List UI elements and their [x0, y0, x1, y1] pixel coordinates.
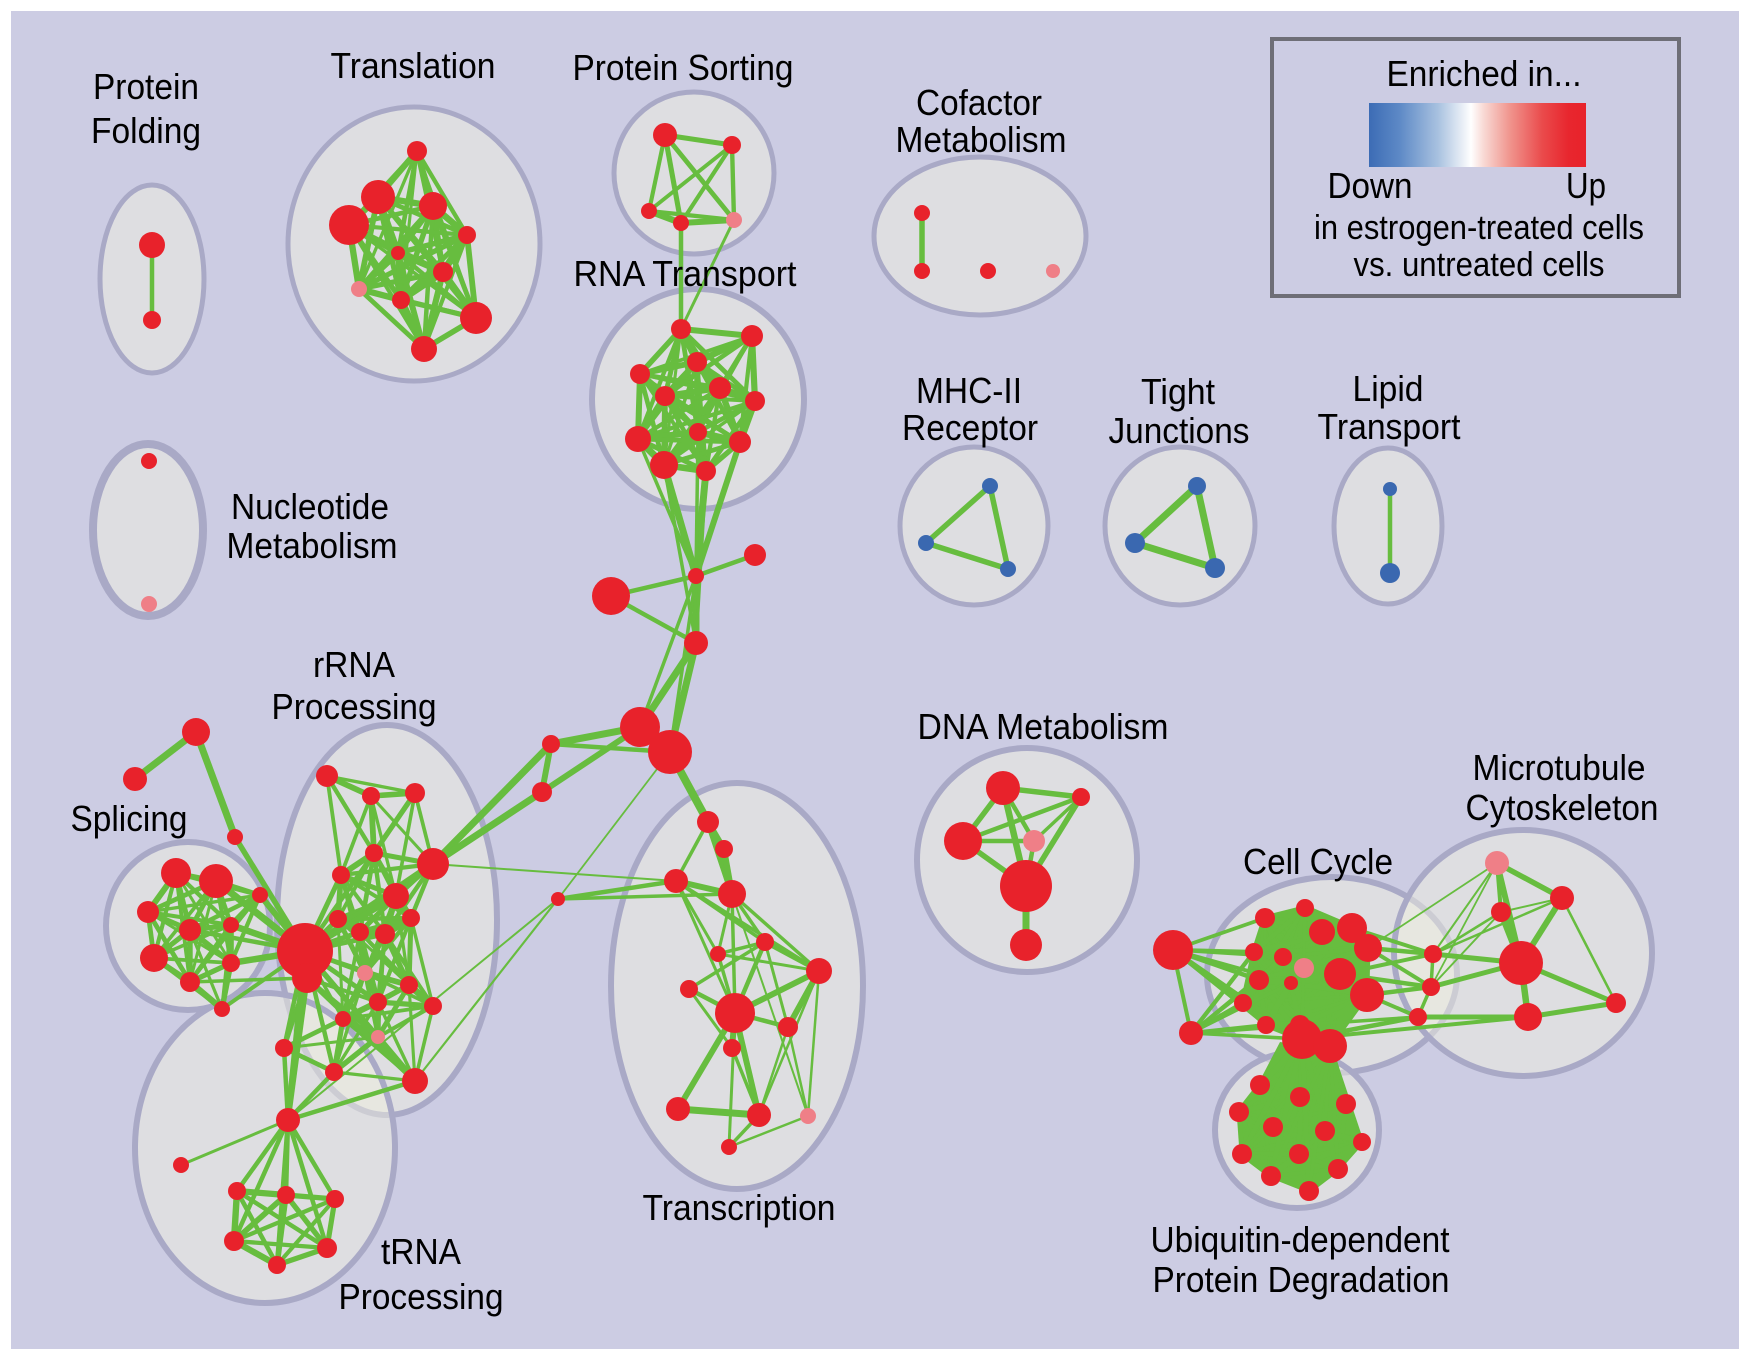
svg-text:Ubiquitin-dependent: Ubiquitin-dependent	[1151, 1219, 1450, 1260]
svg-text:Cell Cycle: Cell Cycle	[1243, 841, 1393, 882]
svg-text:Lipid: Lipid	[1353, 368, 1424, 409]
svg-text:Receptor: Receptor	[902, 407, 1038, 448]
svg-text:Junctions: Junctions	[1109, 410, 1250, 451]
svg-text:RNA Transport: RNA Transport	[574, 253, 797, 294]
svg-text:Transport: Transport	[1318, 406, 1461, 447]
svg-text:DNA Metabolism: DNA Metabolism	[918, 706, 1169, 747]
svg-text:MHC-II: MHC-II	[916, 370, 1022, 411]
svg-text:Translation: Translation	[331, 45, 496, 86]
svg-text:Cofactor: Cofactor	[916, 82, 1042, 123]
svg-text:Tight: Tight	[1141, 371, 1215, 412]
svg-text:Down: Down	[1328, 165, 1413, 206]
svg-text:Protein Sorting: Protein Sorting	[573, 47, 794, 88]
svg-text:Up: Up	[1566, 165, 1606, 206]
svg-text:Metabolism: Metabolism	[227, 525, 398, 566]
svg-text:Processing: Processing	[272, 686, 437, 727]
svg-text:vs. untreated cells: vs. untreated cells	[1354, 246, 1605, 284]
svg-text:Processing: Processing	[339, 1276, 504, 1317]
svg-text:Nucleotide: Nucleotide	[231, 486, 389, 527]
svg-text:tRNA: tRNA	[381, 1231, 461, 1272]
svg-text:Protein Degradation: Protein Degradation	[1153, 1259, 1450, 1300]
svg-text:Enriched in...: Enriched in...	[1387, 53, 1582, 94]
svg-text:rRNA: rRNA	[313, 644, 395, 685]
svg-text:Transcription: Transcription	[643, 1187, 836, 1228]
svg-text:Protein: Protein	[93, 66, 199, 107]
svg-text:in estrogen-treated cells: in estrogen-treated cells	[1314, 209, 1644, 247]
svg-text:Microtubule: Microtubule	[1473, 747, 1646, 788]
svg-text:Cytoskeleton: Cytoskeleton	[1466, 787, 1659, 828]
svg-text:Metabolism: Metabolism	[896, 119, 1067, 160]
svg-text:Splicing: Splicing	[71, 798, 188, 839]
svg-text:Folding: Folding	[91, 110, 201, 151]
